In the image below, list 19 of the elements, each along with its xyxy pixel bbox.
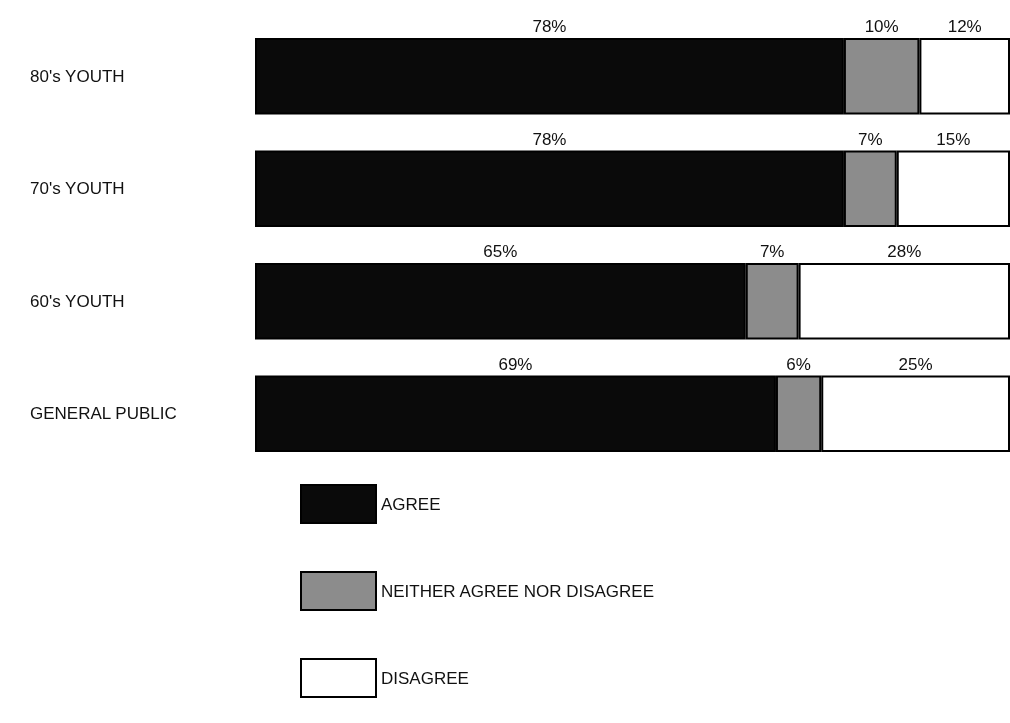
data-label: 78% xyxy=(532,17,567,36)
legend-label: NEITHER AGREE NOR DISAGREE xyxy=(381,581,654,601)
data-label: 7% xyxy=(759,242,785,261)
legend-label: DISAGREE xyxy=(381,668,469,688)
y-tick-label: GENERAL PUBLIC xyxy=(30,404,177,424)
y-tick-label: 60's YOUTH xyxy=(30,291,125,311)
data-label: 12% xyxy=(947,17,982,36)
data-label: 28% xyxy=(887,242,922,261)
data-label: 6% xyxy=(786,354,811,374)
legend-label: AGREE xyxy=(381,494,441,514)
y-tick-label: 80's YOUTH xyxy=(30,66,125,86)
data-label: 10% xyxy=(864,17,899,36)
data-label: 78% xyxy=(532,129,567,149)
data-label: 7% xyxy=(858,129,883,149)
y-tick-label: 70's YOUTH xyxy=(30,179,125,199)
data-label: 65% xyxy=(483,242,518,261)
data-label: 69% xyxy=(498,354,533,374)
data-label: 25% xyxy=(898,354,933,374)
data-label: 15% xyxy=(936,129,971,149)
